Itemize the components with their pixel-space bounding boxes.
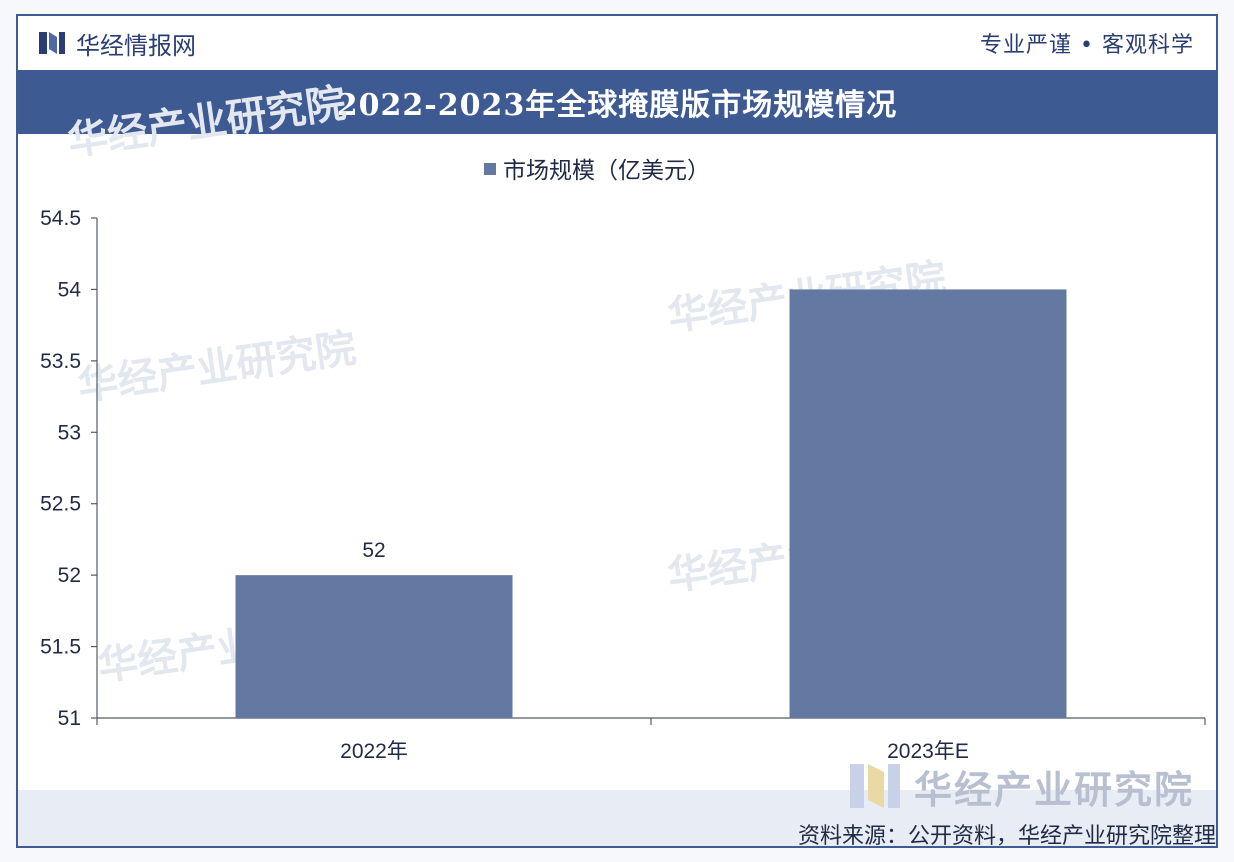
y-tick-label: 52	[58, 564, 81, 587]
brand-watermark: 华经产业研究院	[848, 758, 1194, 814]
bar	[789, 289, 1067, 718]
footer-band	[18, 790, 1216, 846]
y-tick-label: 51.5	[40, 636, 81, 659]
brand-name: 华经情报网	[76, 31, 196, 60]
y-tick-label: 52.5	[40, 493, 81, 516]
y-tick-label: 51	[58, 707, 81, 730]
header-bar: 华经情报网 专业严谨 • 客观科学	[18, 16, 1216, 70]
y-tick-label: 53	[58, 421, 81, 444]
x-axis: 2022年 2023年E	[96, 717, 1206, 763]
brand: 华经情报网	[38, 26, 196, 61]
y-tick-label: 53.5	[40, 350, 81, 373]
brand-watermark-text: 华经产业研究院	[913, 767, 1194, 812]
bar	[235, 575, 513, 718]
y-axis: 51 51.5 52 52.5 53 53.5 54 54.5	[40, 207, 98, 730]
data-label: 52	[362, 539, 385, 562]
legend: 市场规模（亿美元）	[484, 158, 710, 184]
source-note: 资料来源：公开资料，华经产业研究院整理	[797, 824, 1216, 849]
bars	[235, 289, 1067, 718]
x-tick-label: 2023年E	[887, 740, 969, 763]
x-tick-label: 2022年	[340, 740, 408, 763]
legend-swatch	[484, 163, 496, 175]
brand-watermark-icon	[849, 764, 900, 808]
y-tick-label: 54	[58, 278, 82, 301]
brand-logo-icon	[39, 32, 65, 54]
slogan: 专业严谨 • 客观科学	[980, 33, 1194, 58]
y-tick-label: 54.5	[40, 207, 81, 230]
chart-title: 2022-2023年全球掩膜版市场规模情况	[18, 70, 1216, 134]
legend-label: 市场规模（亿美元）	[503, 158, 710, 184]
data-labels: 52	[362, 539, 385, 562]
